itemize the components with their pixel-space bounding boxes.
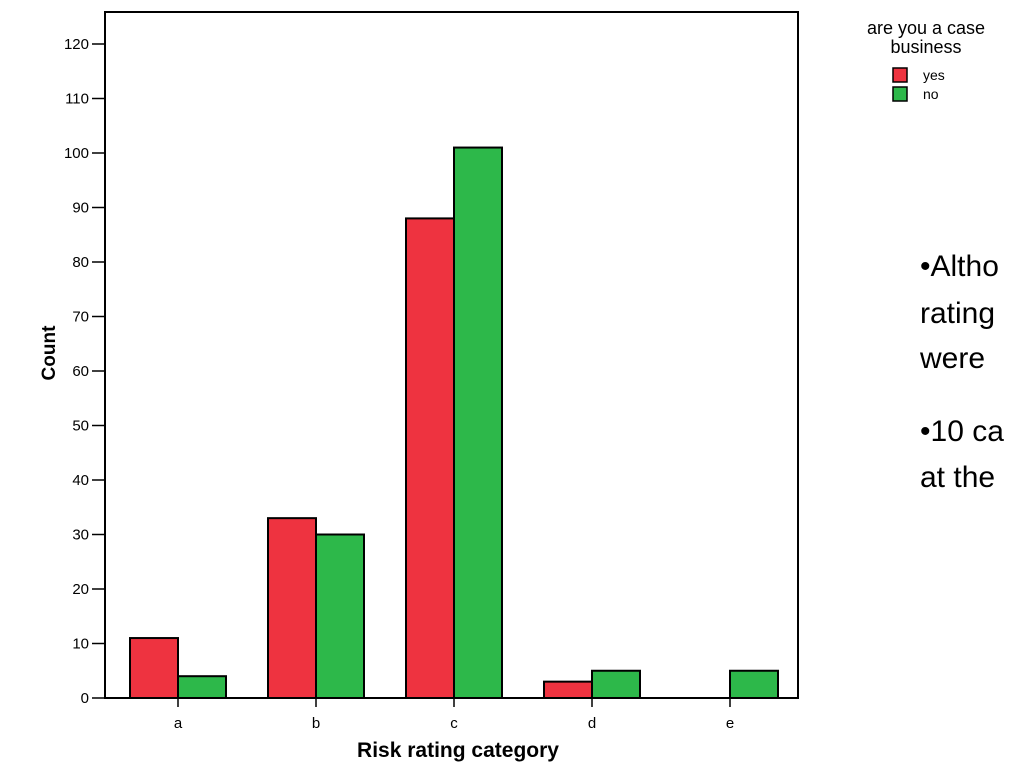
y-tick-label: 10: [72, 636, 89, 653]
bullet-1-line-2: rating: [920, 297, 996, 330]
legend-label-no: no: [923, 86, 939, 102]
x-tick-label-d: d: [588, 715, 596, 732]
bullet-2-line-2: at the: [920, 461, 996, 494]
bar-b-yes: [267, 517, 317, 700]
y-tick-label: 60: [72, 363, 89, 380]
x-tick-label-c: c: [450, 715, 458, 732]
x-tick-label-e: e: [726, 715, 734, 732]
y-tick-label: 70: [72, 309, 89, 326]
y-tick-label: 120: [64, 36, 89, 53]
legend: are you a case business yes no: [867, 18, 985, 102]
y-axis-title: Count: [39, 325, 60, 381]
y-tick-label: 80: [72, 254, 89, 271]
y-tick-label: 50: [72, 418, 89, 435]
bullet-1-line-1: •Altho: [920, 250, 999, 283]
bar-c-no: [453, 146, 503, 700]
x-axis-title: Risk rating category: [357, 739, 559, 762]
bar-d-no: [591, 669, 641, 699]
y-tick-label: 110: [65, 91, 89, 108]
legend-title-2: business: [890, 37, 961, 57]
x-tick-label-a: a: [174, 715, 183, 732]
legend-title: are you a case: [867, 18, 985, 38]
bullet-1-line-3: were: [920, 342, 986, 375]
y-tick-label: 20: [72, 581, 89, 598]
legend-swatch-no: [892, 86, 908, 102]
bar-c-yes: [405, 217, 455, 699]
y-axis-ticks: 0 10 20 30 40 50 60 70 80 90 100 110 120: [64, 36, 105, 707]
bar-b-no: [315, 533, 365, 699]
y-tick-label: 90: [72, 200, 89, 217]
y-tick-label: 40: [72, 472, 89, 489]
y-tick-label: 30: [72, 527, 89, 544]
x-tick-label-b: b: [312, 715, 320, 732]
bar-e-no: [729, 669, 779, 699]
bar-a-no: [177, 675, 227, 700]
legend-label-yes: yes: [923, 67, 945, 83]
legend-swatch-yes: [892, 67, 908, 83]
y-tick-label: 100: [64, 145, 89, 162]
bar-d-yes: [543, 680, 593, 700]
bullet-2-line-1: •10 ca: [920, 415, 1004, 448]
y-tick-label: 0: [81, 690, 89, 707]
x-axis-ticks: a b c d e: [174, 698, 734, 732]
bars-group: [129, 146, 779, 700]
bar-a-yes: [129, 637, 179, 699]
